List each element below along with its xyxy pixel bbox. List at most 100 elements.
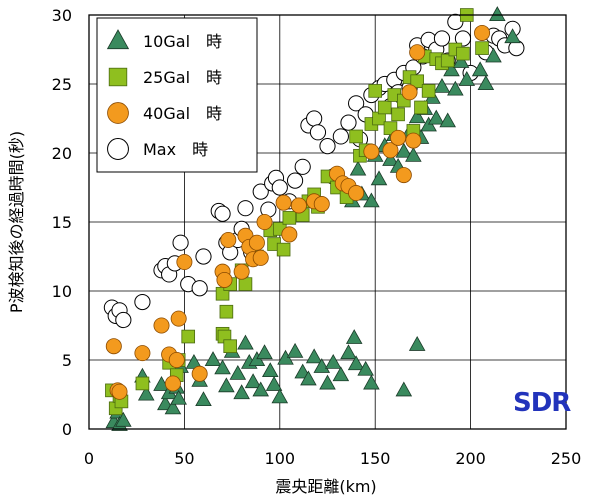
data-point-open-circle bbox=[134, 293, 151, 311]
data-point-open-circle bbox=[191, 280, 208, 297]
data-point-triangle bbox=[477, 75, 495, 90]
data-point-circle bbox=[363, 143, 380, 160]
data-points bbox=[103, 6, 525, 431]
data-point-triangle bbox=[256, 344, 273, 360]
x-tick-label: 50 bbox=[174, 449, 194, 468]
data-point-triangle bbox=[405, 146, 422, 162]
y-tick-label: 15 bbox=[52, 213, 72, 232]
data-point-square bbox=[135, 376, 150, 391]
y-tick-label: 5 bbox=[62, 351, 72, 370]
data-point-open-circle bbox=[294, 158, 311, 175]
data-point-circle bbox=[164, 375, 181, 392]
x-tick-label: 250 bbox=[551, 449, 582, 468]
y-tick-label: 30 bbox=[52, 6, 72, 25]
data-point-square bbox=[181, 329, 196, 344]
data-point-circle bbox=[256, 213, 273, 230]
data-point-triangle bbox=[439, 112, 456, 128]
data-point-triangle bbox=[324, 353, 342, 369]
data-point-triangle bbox=[218, 377, 235, 393]
data-point-open-circle bbox=[332, 128, 349, 145]
data-point-open-circle bbox=[348, 95, 365, 112]
data-point-open-circle bbox=[115, 311, 132, 329]
data-point-triangle bbox=[115, 411, 132, 427]
y-tick-label: 20 bbox=[52, 144, 72, 163]
data-point-square bbox=[410, 74, 424, 89]
data-point-open-circle bbox=[195, 248, 212, 265]
data-point-square bbox=[456, 46, 470, 61]
data-point-square bbox=[219, 304, 234, 319]
data-point-circle bbox=[395, 167, 412, 184]
data-point-triangle bbox=[471, 61, 489, 77]
plot-frame bbox=[88, 14, 567, 430]
data-point-triangle bbox=[408, 108, 426, 124]
data-point-triangle bbox=[332, 366, 350, 382]
legend-marker-square bbox=[108, 67, 128, 87]
data-point-circle bbox=[111, 383, 128, 400]
legend-marker-open-circle bbox=[107, 138, 129, 160]
data-point-circle bbox=[313, 196, 330, 213]
data-point-open-circle bbox=[271, 179, 288, 196]
data-point-triangle bbox=[447, 80, 464, 96]
data-point-triangle bbox=[452, 53, 470, 68]
data-point-triangle bbox=[233, 384, 250, 400]
data-point-triangle bbox=[305, 348, 323, 364]
data-point-triangle bbox=[357, 360, 374, 376]
data-point-open-circle bbox=[172, 234, 189, 251]
data-point-triangle bbox=[363, 192, 380, 208]
data-point-open-circle bbox=[340, 114, 357, 131]
x-tick-label: 100 bbox=[265, 449, 296, 468]
data-point-triangle bbox=[170, 389, 187, 405]
series-0 bbox=[105, 6, 521, 431]
data-point-triangle bbox=[204, 351, 222, 367]
data-point-circle bbox=[216, 271, 233, 288]
legend-label: Max 時 bbox=[143, 140, 208, 159]
data-point-square bbox=[391, 107, 405, 122]
data-point-triangle bbox=[252, 381, 270, 397]
data-point-square bbox=[414, 100, 428, 115]
data-point-triangle bbox=[427, 109, 445, 125]
data-point-square bbox=[282, 211, 297, 225]
data-point-triangle bbox=[261, 362, 279, 378]
data-point-triangle bbox=[137, 385, 155, 401]
legend: 10Gal 時 25Gal 時 40Gal 時 Max 時 bbox=[96, 17, 258, 173]
x-tick-label: 150 bbox=[360, 449, 391, 468]
data-point-square bbox=[421, 84, 436, 98]
data-point-open-circle bbox=[306, 110, 323, 127]
data-point-circle bbox=[248, 234, 265, 251]
data-point-open-circle bbox=[286, 172, 304, 189]
data-point-triangle bbox=[382, 151, 399, 166]
data-point-circle bbox=[382, 142, 399, 159]
data-point-circle bbox=[252, 249, 269, 266]
data-point-open-circle bbox=[454, 30, 472, 47]
data-point-circle bbox=[176, 254, 193, 271]
data-point-square bbox=[276, 242, 291, 257]
data-point-circle bbox=[405, 132, 422, 149]
data-point-circle bbox=[170, 310, 187, 327]
data-point-triangle bbox=[319, 374, 336, 390]
data-point-triangle bbox=[229, 364, 247, 380]
data-point-open-circle bbox=[447, 13, 464, 30]
data-point-triangle bbox=[195, 391, 212, 407]
data-point-square bbox=[475, 41, 489, 55]
data-point-triangle bbox=[485, 47, 502, 63]
x-tick-label: 200 bbox=[455, 449, 486, 468]
data-point-triangle bbox=[313, 358, 331, 373]
data-point-circle bbox=[220, 231, 237, 248]
data-point-circle bbox=[153, 317, 170, 334]
y-tick-label: 0 bbox=[62, 420, 72, 439]
data-point-circle bbox=[348, 185, 365, 202]
data-point-triangle bbox=[370, 170, 388, 186]
data-point-triangle bbox=[340, 344, 357, 360]
data-point-triangle bbox=[347, 355, 365, 371]
data-point-triangle bbox=[164, 399, 182, 415]
data-point-square bbox=[368, 84, 382, 98]
sdr-watermark: SDR bbox=[513, 388, 571, 418]
data-point-triangle bbox=[349, 160, 367, 176]
data-point-triangle bbox=[345, 329, 363, 344]
data-point-triangle bbox=[395, 381, 413, 397]
legend-label: 10Gal 時 bbox=[143, 32, 222, 51]
data-point-circle bbox=[474, 24, 491, 41]
data-point-circle bbox=[401, 84, 418, 101]
data-point-circle bbox=[191, 365, 208, 382]
data-point-open-circle bbox=[252, 183, 269, 200]
